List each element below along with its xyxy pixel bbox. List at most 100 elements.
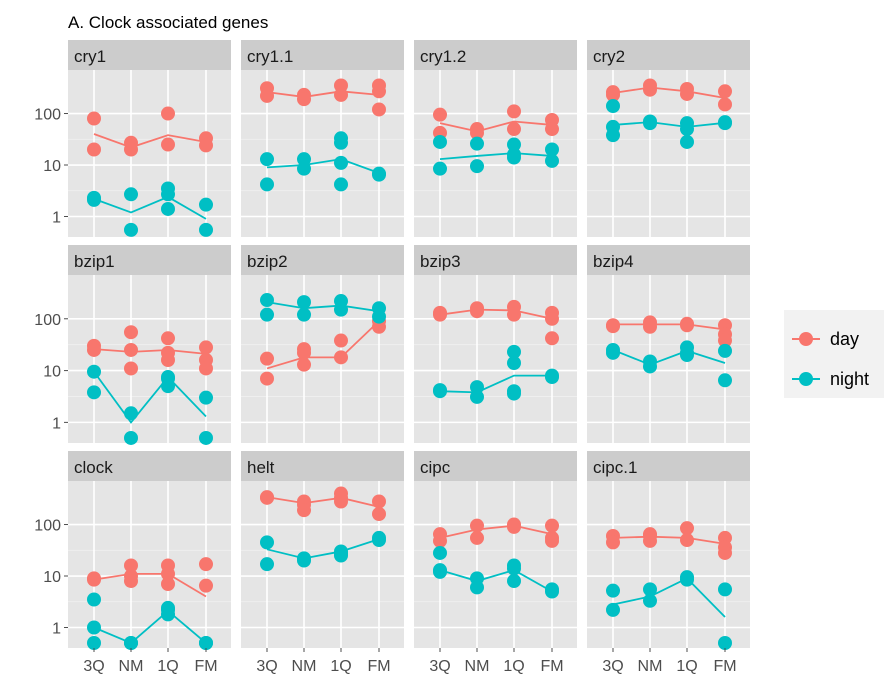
x-tick-label: NM xyxy=(638,658,663,675)
data-point-night xyxy=(161,201,175,216)
data-point-night xyxy=(507,386,521,401)
data-point-day xyxy=(87,342,101,357)
strip-bzip3 xyxy=(414,245,577,275)
series-line-day xyxy=(439,524,553,539)
data-point-day xyxy=(87,142,101,157)
data-point-night xyxy=(507,561,521,576)
data-point-night xyxy=(507,356,521,371)
data-point-day xyxy=(199,340,213,355)
data-point-night xyxy=(606,345,620,360)
data-point-day xyxy=(545,533,559,548)
data-point-day xyxy=(680,86,694,101)
data-point-night xyxy=(124,222,138,237)
data-point-night xyxy=(260,307,274,322)
data-point-day xyxy=(334,333,348,348)
data-point-night xyxy=(433,161,447,176)
data-point-day xyxy=(718,545,732,560)
x-tick-label: 1Q xyxy=(676,658,697,675)
data-point-day xyxy=(372,319,386,334)
data-point-day xyxy=(124,558,138,573)
data-point-day xyxy=(470,530,484,545)
data-point-night xyxy=(433,134,447,149)
series-line-day xyxy=(266,90,380,98)
data-point-night xyxy=(87,620,101,635)
data-point-night xyxy=(718,373,732,388)
data-point-day xyxy=(334,494,348,509)
data-point-night xyxy=(334,302,348,317)
data-point-day xyxy=(87,111,101,126)
data-point-night xyxy=(124,187,138,202)
data-point-night xyxy=(718,636,732,651)
strip-label: helt xyxy=(247,458,275,477)
data-point-day xyxy=(606,319,620,334)
series-line-night xyxy=(612,577,726,618)
data-point-night xyxy=(124,430,138,445)
series-line-day xyxy=(266,496,380,508)
data-point-night xyxy=(470,136,484,151)
data-point-day xyxy=(297,357,311,372)
data-point-night xyxy=(161,379,175,394)
strip-cipc.1 xyxy=(587,451,750,481)
data-point-night xyxy=(199,430,213,445)
data-point-night xyxy=(87,636,101,651)
data-point-day xyxy=(124,325,138,340)
data-point-night xyxy=(545,370,559,385)
data-point-night xyxy=(297,307,311,322)
strip-label: cipc.1 xyxy=(593,458,637,477)
data-point-night xyxy=(199,390,213,405)
data-point-day xyxy=(297,345,311,360)
data-point-day xyxy=(643,533,657,548)
y-tick-label: 100 xyxy=(34,107,61,124)
data-point-night xyxy=(606,128,620,143)
series-line-day xyxy=(612,86,726,99)
data-point-night xyxy=(718,116,732,131)
x-tick-label: 3Q xyxy=(256,658,277,675)
data-point-night xyxy=(643,359,657,374)
data-point-day xyxy=(260,88,274,103)
data-point-night xyxy=(297,161,311,176)
facet-panels: cry1 cry1.1 cry1.2 cry2 bzip1 bzip2 bzip3 bzip4… xyxy=(68,40,750,651)
data-point-day xyxy=(433,307,447,322)
y-tick-label: 100 xyxy=(34,312,61,329)
strip-label: cry2 xyxy=(593,47,625,66)
x-tick-label: 1Q xyxy=(330,658,351,675)
panel-bzip3: bzip3 xyxy=(414,245,577,443)
data-point-day xyxy=(507,519,521,534)
series-line-night xyxy=(266,538,380,560)
data-point-night xyxy=(372,533,386,548)
data-point-day xyxy=(433,533,447,548)
data-point-night xyxy=(124,636,138,651)
x-tick-label: FM xyxy=(367,658,390,675)
strip-label: bzip4 xyxy=(593,252,634,271)
strip-label: bzip1 xyxy=(74,252,115,271)
data-point-night xyxy=(470,389,484,404)
data-point-day xyxy=(372,507,386,522)
data-point-day xyxy=(680,318,694,333)
data-point-night xyxy=(199,197,213,212)
strip-clock xyxy=(68,451,231,481)
plot-area xyxy=(587,481,750,648)
panel-helt: helt xyxy=(241,451,404,648)
data-point-night xyxy=(334,548,348,563)
x-tick-label: 3Q xyxy=(602,658,623,675)
x-tick-label: NM xyxy=(465,658,490,675)
y-tick-label: 1 xyxy=(52,415,61,432)
legend: day night xyxy=(784,310,884,398)
data-point-day xyxy=(643,82,657,97)
data-point-night xyxy=(334,177,348,192)
series-line-night xyxy=(93,195,207,220)
series-line-night xyxy=(439,569,553,593)
series-line-day xyxy=(266,320,380,370)
data-point-day xyxy=(606,535,620,550)
series-line-night xyxy=(266,301,380,313)
data-point-day xyxy=(470,125,484,140)
strip-cry1.1 xyxy=(241,40,404,70)
series-line-day xyxy=(93,348,207,355)
strip-label: cry1.2 xyxy=(420,47,466,66)
series-line-day xyxy=(93,133,207,149)
strip-label: cipc xyxy=(420,458,451,477)
data-point-day xyxy=(334,350,348,365)
data-point-night xyxy=(545,142,559,157)
data-point-day xyxy=(372,494,386,509)
strip-label: bzip3 xyxy=(420,252,461,271)
